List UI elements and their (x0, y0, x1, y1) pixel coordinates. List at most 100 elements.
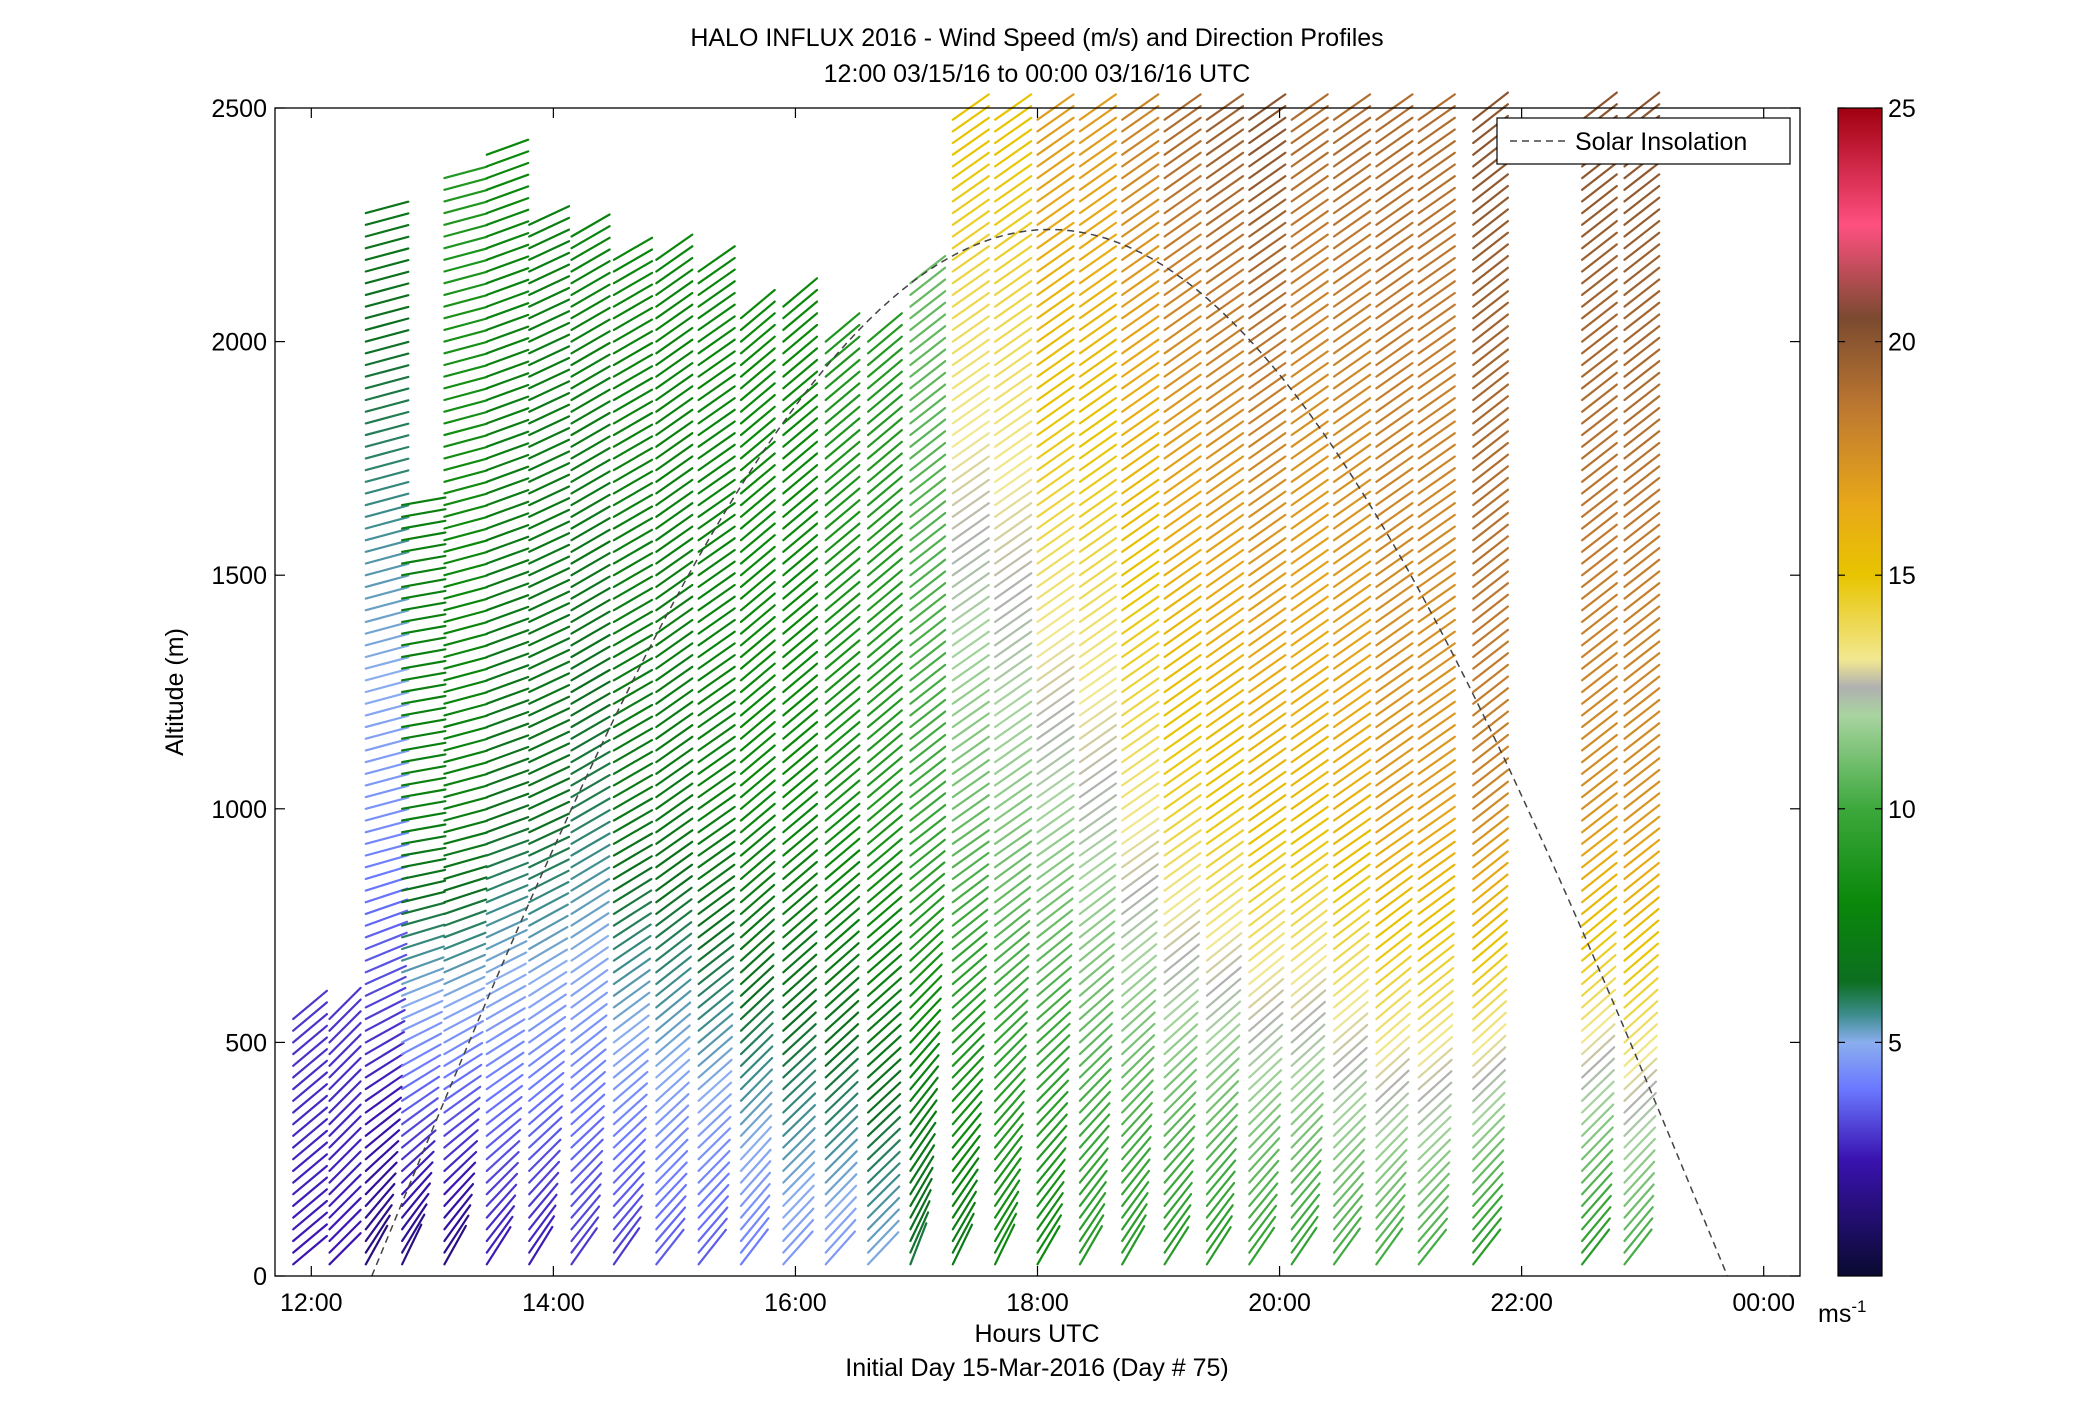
wind-barb (443, 422, 488, 437)
wind-barb (697, 502, 736, 530)
wind-barb (866, 1058, 902, 1091)
wind-barb (364, 898, 409, 916)
wind-barb (1375, 735, 1414, 764)
wind-barb (328, 1208, 362, 1243)
wind-barb (1248, 291, 1287, 320)
wind-barb (951, 1101, 983, 1137)
wind-barb (1580, 722, 1618, 752)
wind-barb (1248, 840, 1287, 869)
wind-barb (909, 1155, 935, 1196)
wind-barb (401, 1097, 439, 1126)
wind-barb (364, 259, 410, 273)
wind-barb (1332, 116, 1372, 145)
wind-barb (824, 534, 861, 565)
wind-barb (1332, 1194, 1364, 1231)
wind-barb (697, 944, 735, 974)
wind-barb (570, 1070, 607, 1102)
wind-barb (739, 918, 775, 951)
wind-barb (1290, 1069, 1325, 1102)
wind-barb (909, 827, 947, 857)
wind-barb (1623, 220, 1661, 250)
wind-barb (951, 397, 990, 425)
wind-barb (866, 709, 903, 740)
wind-barb (1417, 677, 1456, 705)
wind-barb (1121, 943, 1158, 974)
wind-barb (1248, 268, 1287, 296)
wind-barb (1078, 385, 1118, 413)
wind-barb (909, 780, 947, 810)
wind-barb (612, 1025, 650, 1056)
wind-barb (1580, 535, 1618, 565)
wind-barb (1417, 104, 1456, 133)
wind-barb (612, 1116, 647, 1149)
wind-barb (1078, 443, 1118, 472)
wind-barb (739, 464, 776, 495)
wind-barb (1623, 1114, 1657, 1149)
wind-barb (485, 1140, 521, 1173)
wind-barb (1472, 1080, 1506, 1114)
chart-subtitle: 12:00 03/15/16 to 00:00 03/16/16 UTC (824, 60, 1251, 88)
wind-barb (1036, 677, 1075, 705)
wind-barb (612, 1138, 647, 1173)
wind-barb (655, 607, 694, 635)
wind-barb (739, 802, 776, 834)
wind-barb (485, 1194, 517, 1231)
wind-barb (364, 749, 410, 764)
wind-barb (1205, 93, 1245, 121)
wind-barb (1623, 628, 1661, 659)
wind-barb (909, 861, 946, 892)
wind-barb (1332, 385, 1372, 413)
wind-barb (1375, 1001, 1412, 1032)
wind-barb (364, 515, 410, 530)
wind-barb (1036, 432, 1075, 460)
wind-barb (570, 866, 611, 892)
wind-barb (1163, 1136, 1195, 1173)
wind-barb (951, 665, 990, 694)
wind-barb (292, 1118, 328, 1149)
wind-barb (909, 511, 947, 542)
wind-barb (993, 537, 1033, 565)
wind-barb (1121, 572, 1160, 600)
wind-barb (364, 1019, 406, 1044)
wind-barb (528, 683, 571, 705)
wind-barb (1248, 221, 1287, 250)
wind-barb (655, 978, 692, 1009)
wind-barb (1078, 432, 1118, 460)
wind-barb (1472, 838, 1509, 869)
wind-barb (1375, 595, 1414, 624)
wind-barb (993, 221, 1033, 250)
wind-barb (364, 644, 410, 659)
wind-barb (528, 345, 571, 367)
wind-barb (782, 895, 818, 927)
wind-barb (1205, 1204, 1234, 1243)
wind-barb (1375, 863, 1414, 892)
wind-barb (1121, 642, 1160, 670)
wind-barb (1078, 291, 1118, 320)
wind-barb (697, 677, 736, 705)
wind-barb (1332, 163, 1372, 191)
wind-barb (1375, 805, 1414, 834)
wind-barb (1036, 759, 1075, 787)
wind-barb (655, 513, 694, 542)
x-tick-label: 18:00 (1006, 1289, 1069, 1317)
wind-barb (739, 370, 776, 402)
wind-barb (697, 1127, 732, 1161)
wind-barb (570, 946, 609, 974)
wind-barb (1205, 268, 1245, 296)
wind-barb (1163, 874, 1202, 904)
wind-barb (1417, 607, 1456, 635)
wind-barb (1332, 467, 1372, 495)
wind-barb (993, 186, 1033, 215)
wind-barb (655, 350, 694, 378)
wind-barb (1248, 338, 1287, 367)
wind-barb (1036, 315, 1075, 343)
wind-barb (739, 1010, 774, 1044)
wind-barb (1121, 104, 1160, 133)
wind-barb (824, 744, 861, 775)
wind-barb (951, 583, 990, 612)
wind-barb (1290, 1226, 1318, 1266)
wind-barb (1417, 921, 1455, 951)
wind-barb (612, 552, 654, 577)
wind-barb (1375, 583, 1414, 612)
wind-barb (1036, 350, 1075, 378)
